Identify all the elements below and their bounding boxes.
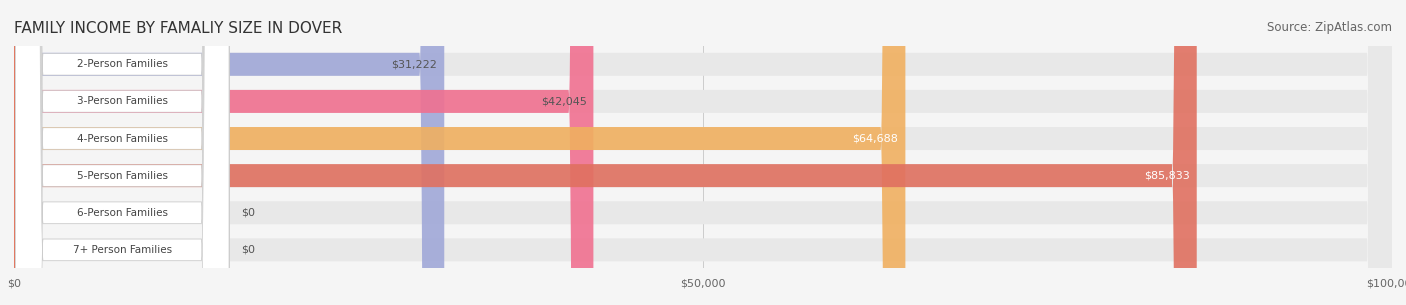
FancyBboxPatch shape <box>15 0 229 305</box>
FancyBboxPatch shape <box>14 0 1392 305</box>
FancyBboxPatch shape <box>15 0 229 305</box>
Text: Source: ZipAtlas.com: Source: ZipAtlas.com <box>1267 21 1392 34</box>
FancyBboxPatch shape <box>15 0 229 305</box>
Text: $0: $0 <box>242 208 256 218</box>
FancyBboxPatch shape <box>14 0 905 305</box>
Text: $0: $0 <box>242 245 256 255</box>
FancyBboxPatch shape <box>14 0 1392 305</box>
FancyBboxPatch shape <box>14 0 593 305</box>
FancyBboxPatch shape <box>14 0 444 305</box>
FancyBboxPatch shape <box>15 0 229 305</box>
Text: 5-Person Families: 5-Person Families <box>77 170 167 181</box>
Text: $31,222: $31,222 <box>391 59 437 69</box>
Text: $85,833: $85,833 <box>1144 170 1189 181</box>
FancyBboxPatch shape <box>14 0 1392 305</box>
Text: 3-Person Families: 3-Person Families <box>77 96 167 106</box>
Text: 4-Person Families: 4-Person Families <box>77 134 167 144</box>
FancyBboxPatch shape <box>15 0 229 305</box>
Text: 2-Person Families: 2-Person Families <box>77 59 167 69</box>
Text: $42,045: $42,045 <box>541 96 586 106</box>
Text: 6-Person Families: 6-Person Families <box>77 208 167 218</box>
Text: $64,688: $64,688 <box>852 134 898 144</box>
FancyBboxPatch shape <box>14 0 1392 305</box>
FancyBboxPatch shape <box>14 0 1197 305</box>
FancyBboxPatch shape <box>14 0 1392 305</box>
Text: 7+ Person Families: 7+ Person Families <box>73 245 172 255</box>
FancyBboxPatch shape <box>14 0 1392 305</box>
Text: FAMILY INCOME BY FAMALIY SIZE IN DOVER: FAMILY INCOME BY FAMALIY SIZE IN DOVER <box>14 21 342 36</box>
FancyBboxPatch shape <box>15 0 229 305</box>
